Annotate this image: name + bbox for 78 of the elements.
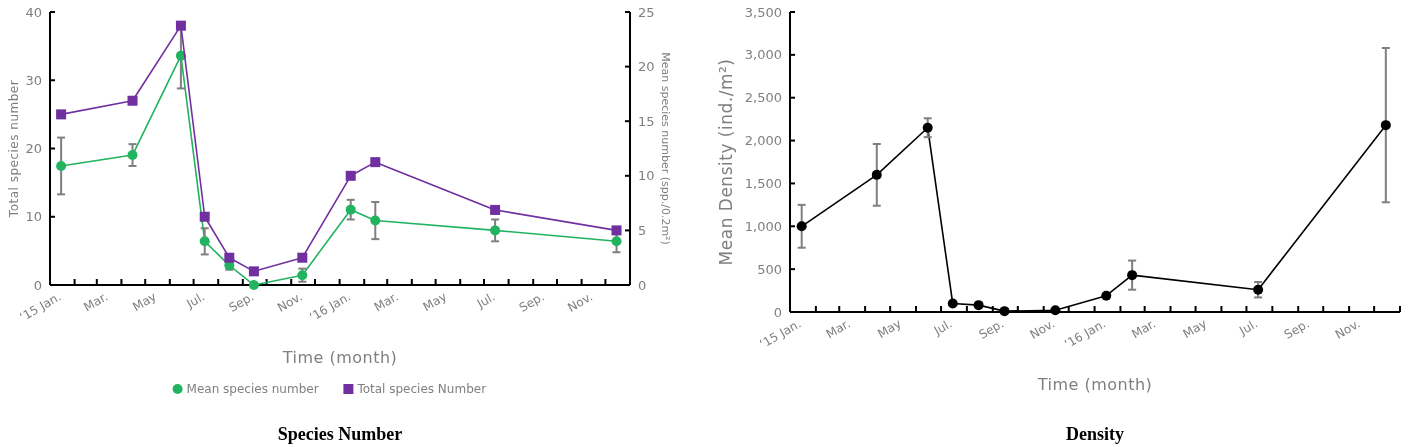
x-tick-label: May bbox=[875, 316, 904, 341]
point bbox=[127, 150, 138, 161]
point bbox=[297, 252, 308, 263]
point bbox=[56, 109, 67, 120]
legend-label: Total species Number bbox=[356, 382, 487, 396]
y-tick-label: 10 bbox=[25, 209, 42, 225]
point bbox=[490, 225, 501, 236]
x-tick-label: Mar. bbox=[823, 316, 853, 342]
y-tick-label: 3,500 bbox=[744, 4, 782, 20]
y-tick-label: 1,000 bbox=[744, 218, 782, 234]
x-tick-label: Nov. bbox=[1027, 316, 1058, 342]
x-tick-label: Sep. bbox=[1281, 316, 1312, 342]
point bbox=[345, 204, 356, 215]
point bbox=[248, 266, 259, 277]
y-axis-title: Total species number bbox=[7, 79, 21, 219]
point bbox=[56, 160, 67, 171]
x-axis-title: Time (month) bbox=[1036, 375, 1153, 394]
x-tick-label: Mar. bbox=[371, 289, 401, 315]
point bbox=[490, 204, 501, 215]
y-tick-label: 2,500 bbox=[744, 90, 782, 106]
point bbox=[999, 306, 1010, 317]
point bbox=[947, 298, 958, 309]
x-tick-label: Mar. bbox=[1129, 316, 1159, 342]
point bbox=[248, 280, 259, 290]
point bbox=[370, 157, 381, 168]
point bbox=[370, 215, 381, 226]
legend-label: Mean species number bbox=[186, 382, 319, 396]
point bbox=[871, 169, 882, 180]
x-tick-label: Sep. bbox=[976, 316, 1007, 342]
y2-axis-title: Mean species number (spp./0.2m²) bbox=[659, 52, 672, 245]
x-tick-label: May bbox=[1180, 316, 1210, 341]
x-axis-title: Time (month) bbox=[281, 348, 398, 367]
y2-tick-label: 0 bbox=[638, 277, 647, 293]
text: Density bbox=[1066, 424, 1124, 444]
x-tick-label: Sep. bbox=[226, 289, 257, 315]
x-tick-label: Jul. bbox=[1236, 316, 1260, 339]
y2-tick-label: 10 bbox=[638, 168, 655, 184]
x-tick-label: Mar. bbox=[81, 289, 111, 315]
point bbox=[973, 300, 984, 311]
x-tick-label: Jul. bbox=[183, 289, 208, 312]
x-tick-label: ‘16 Jan. bbox=[1061, 316, 1109, 352]
point bbox=[611, 236, 622, 247]
x-tick-label: Jul. bbox=[930, 316, 955, 339]
y-tick-label: 1,500 bbox=[744, 175, 782, 191]
point bbox=[1050, 305, 1061, 316]
x-tick-label: May bbox=[130, 289, 159, 314]
x-tick-label: Nov. bbox=[1332, 316, 1363, 342]
point bbox=[922, 122, 933, 133]
point bbox=[1127, 270, 1138, 281]
y-tick-label: 30 bbox=[25, 72, 42, 88]
y-tick-label: 3,000 bbox=[744, 47, 782, 63]
text: Species Number bbox=[277, 424, 403, 444]
x-tick-label: ‘16 Jan. bbox=[306, 289, 354, 325]
point bbox=[345, 170, 356, 181]
x-tick-label: May bbox=[420, 289, 450, 314]
y-tick-label: 500 bbox=[757, 261, 782, 277]
x-tick-label: Jul. bbox=[473, 289, 498, 312]
point bbox=[611, 225, 622, 236]
point bbox=[1101, 290, 1112, 301]
point bbox=[127, 95, 138, 106]
y-axis-title: Mean Density (ind./m²) bbox=[716, 58, 736, 266]
point bbox=[199, 236, 210, 247]
point bbox=[175, 20, 186, 31]
point bbox=[224, 252, 235, 263]
y2-tick-label: 5 bbox=[638, 222, 647, 238]
x-tick-label: Sep. bbox=[516, 289, 547, 315]
x-tick-label: Nov. bbox=[565, 289, 596, 315]
y-tick-label: 40 bbox=[25, 4, 42, 20]
y2-tick-label: 15 bbox=[638, 113, 655, 129]
point bbox=[1380, 120, 1391, 131]
point bbox=[796, 221, 807, 232]
point bbox=[199, 211, 210, 222]
y2-tick-label: 25 bbox=[638, 4, 655, 20]
y-tick-label: 20 bbox=[25, 141, 42, 157]
y-tick-label: 2,000 bbox=[744, 133, 782, 149]
x-tick-label: Nov. bbox=[274, 289, 305, 315]
point bbox=[1253, 284, 1264, 295]
y2-tick-label: 20 bbox=[638, 59, 655, 75]
